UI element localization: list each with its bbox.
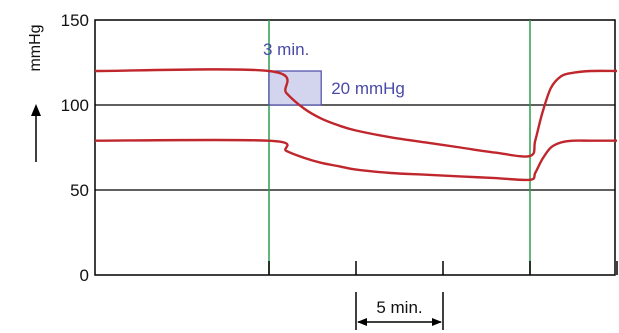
time-annotation: 3 min.: [263, 40, 309, 59]
series-line-2: [94, 138, 617, 182]
scale-bar-right-arrow: [432, 318, 442, 326]
plot-frame: [94, 19, 616, 276]
series-lines: [94, 68, 618, 182]
y-tick-label-0: 0: [80, 266, 89, 285]
time-scale-label: 5 min.: [376, 298, 422, 317]
x-ticks: [268, 261, 618, 275]
scale-bar-left-arrow: [357, 318, 367, 326]
y-axis-title: mmHg: [27, 24, 44, 71]
y-tick-label-50: 50: [70, 181, 89, 200]
series-line-1: [94, 68, 618, 158]
gridlines: [95, 104, 615, 191]
y-tick-labels: 0 50 100 150: [61, 11, 89, 285]
time-scale-bar: [355, 292, 444, 330]
vertical-markers: [268, 20, 531, 275]
pressure-annotation: 20 mmHg: [331, 79, 405, 98]
y-tick-label-100: 100: [61, 96, 89, 115]
y-tick-label-150: 150: [61, 11, 89, 30]
slope-annotation-box: [268, 70, 322, 106]
y-axis-arrow: [31, 104, 41, 162]
